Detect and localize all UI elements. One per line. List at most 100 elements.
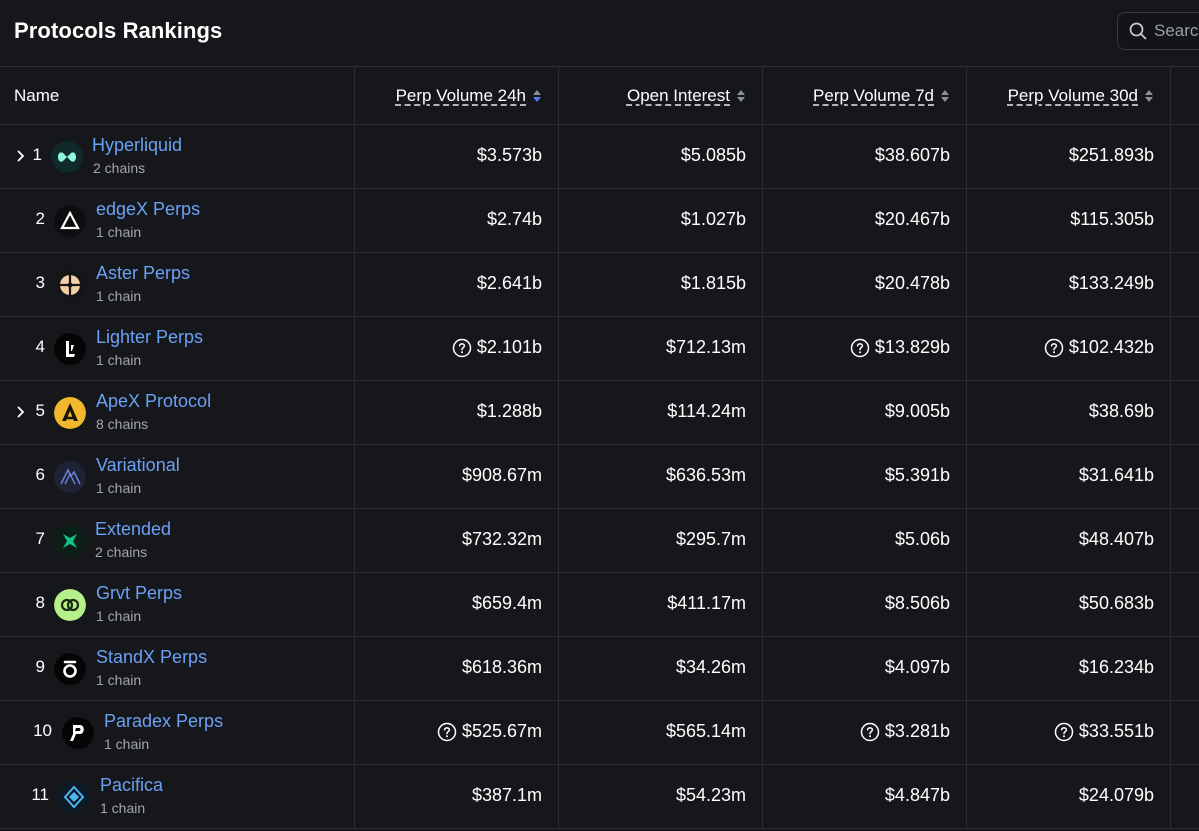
perp-volume-24h-cell: $2.641b	[355, 253, 559, 316]
sort-icon[interactable]	[1144, 88, 1154, 104]
chain-count: 1 chain	[100, 800, 146, 816]
perp-volume-7d-cell: $4.097b	[763, 637, 967, 700]
name-cell: 11 Pacifica 1 chain	[0, 765, 355, 828]
page-title: Protocols Rankings	[14, 18, 223, 43]
protocol-name-link[interactable]: Lighter Perps	[96, 327, 204, 347]
header-open-interest[interactable]: Open Interest	[626, 86, 730, 105]
table-row[interactable]: 7 Extended 2 chains $732.32m $295.7m $5.…	[0, 509, 1199, 573]
protocol-name-link[interactable]: ApeX Protocol	[96, 391, 212, 411]
paradex-logo-icon	[62, 717, 94, 749]
perp-volume-7d-cell: $13.829b	[763, 317, 967, 380]
header-perp-volume-30d[interactable]: Perp Volume 30d	[1007, 86, 1138, 105]
sort-active-icon[interactable]	[532, 88, 542, 104]
name-cell: 1 Hyperliquid 2 chains	[0, 125, 355, 188]
name-cell: 8 Grvt Perps 1 chain	[0, 573, 355, 636]
name-cell: 3 Aster Perps 1 chain	[0, 253, 355, 316]
table-row[interactable]: 9 StandX Perps 1 chain $618.36m $34.26m …	[0, 637, 1199, 701]
rank: 5	[35, 401, 45, 420]
table-row[interactable]: 6 Variational 1 chain $908.67m $636.53m …	[0, 445, 1199, 509]
perp-volume-7d-cell: $5.391b	[763, 445, 967, 508]
table-row[interactable]: 10 Paradex Perps 1 chain $525.67m $565.1…	[0, 701, 1199, 765]
open-interest-cell: $636.53m	[559, 445, 763, 508]
rank: 4	[35, 337, 45, 356]
protocol-name-link[interactable]: edgeX Perps	[96, 199, 201, 219]
chain-count: 1 chain	[96, 672, 142, 688]
perp-volume-7d-value: $4.097b	[884, 657, 950, 677]
perp-volume-30d-cell: $16.234b	[967, 637, 1171, 700]
perp-volume-30d-cell: $50.683b	[967, 573, 1171, 636]
perp-volume-24h-value: $3.573b	[476, 145, 542, 165]
aster-logo-icon	[54, 269, 86, 301]
protocol-name-link[interactable]: StandX Perps	[96, 647, 208, 667]
protocol-name-link[interactable]: Pacifica	[100, 775, 164, 795]
open-interest-value: $54.23m	[675, 785, 746, 805]
header-perp-volume-7d-cell[interactable]: Perp Volume 7d	[763, 67, 967, 124]
chain-count: 1 chain	[96, 352, 142, 368]
open-interest-cell: $1.027b	[559, 189, 763, 252]
search-icon	[1129, 22, 1147, 40]
perp-volume-30d-cell: $251.893b	[967, 125, 1171, 188]
table-row[interactable]: 8 Grvt Perps 1 chain $659.4m $411.17m $8…	[0, 573, 1199, 637]
table-row[interactable]: 2 edgeX Perps 1 chain $2.74b $1.027b $20…	[0, 189, 1199, 253]
question-circle-icon[interactable]	[1054, 722, 1074, 742]
perp-volume-7d-value: $8.506b	[884, 593, 950, 613]
perp-volume-7d-value: $5.06b	[894, 529, 950, 549]
perp-volume-7d-cell: $9.005b	[763, 381, 967, 444]
open-interest-value: $636.53m	[665, 465, 746, 485]
question-circle-icon[interactable]	[452, 338, 472, 358]
protocol-name-link[interactable]: Paradex Perps	[104, 711, 224, 731]
sort-icon[interactable]	[940, 88, 950, 104]
table-row[interactable]: 3 Aster Perps 1 chain $2.641b $1.815b $2…	[0, 253, 1199, 317]
open-interest-value: $34.26m	[675, 657, 746, 677]
open-interest-cell: $712.13m	[559, 317, 763, 380]
perp-volume-30d-value: $24.079b	[1078, 785, 1154, 805]
table-row[interactable]: 1 Hyperliquid 2 chains $3.573b $5.085b $…	[0, 125, 1199, 189]
perp-volume-7d-cell: $38.607b	[763, 125, 967, 188]
header-perp-volume-24h[interactable]: Perp Volume 24h	[395, 86, 526, 105]
header-perp-volume-24h-cell[interactable]: Perp Volume 24h	[355, 67, 559, 124]
header-perp-volume-7d[interactable]: Perp Volume 7d	[813, 86, 934, 105]
question-circle-icon[interactable]	[850, 338, 870, 358]
table-row[interactable]: 5 ApeX Protocol 8 chains $1.288b $114.24…	[0, 381, 1199, 445]
protocol-name-link[interactable]: Grvt Perps	[96, 583, 183, 603]
perp-volume-7d-cell: $20.478b	[763, 253, 967, 316]
header-name-cell: Name	[0, 67, 355, 124]
protocol-name-link[interactable]: Extended	[95, 519, 172, 539]
open-interest-value: $1.815b	[680, 273, 746, 293]
sort-icon[interactable]	[736, 88, 746, 104]
hyperliquid-logo-icon	[51, 141, 83, 173]
header-open-interest-cell[interactable]: Open Interest	[559, 67, 763, 124]
open-interest-cell: $295.7m	[559, 509, 763, 572]
question-circle-icon[interactable]	[437, 722, 457, 742]
rankings-table: Name Perp Volume 24h Open Interest Perp …	[0, 66, 1199, 829]
perp-volume-30d-value: $33.551b	[1078, 721, 1154, 741]
table-row[interactable]: 4 Lighter Perps 1 chain $2.101b $712.13m…	[0, 317, 1199, 381]
chain-count: 2 chains	[93, 160, 146, 176]
perp-volume-30d-cell: $33.551b	[967, 701, 1171, 764]
protocol-name-link[interactable]: Hyperliquid	[92, 135, 183, 155]
open-interest-value: $1.027b	[680, 209, 746, 229]
search-box[interactable]	[1117, 12, 1199, 50]
chevron-right-icon[interactable]	[14, 405, 28, 419]
protocol-name-link[interactable]: Variational	[96, 455, 180, 475]
perp-volume-30d-cell: $38.69b	[967, 381, 1171, 444]
rank: 6	[35, 465, 45, 484]
perp-volume-7d-value: $9.005b	[884, 401, 950, 421]
protocol-name-link[interactable]: Aster Perps	[96, 263, 191, 283]
chain-count: 1 chain	[96, 288, 142, 304]
chevron-right-icon[interactable]	[14, 149, 28, 163]
search-input[interactable]	[1154, 21, 1199, 41]
table-header: Name Perp Volume 24h Open Interest Perp …	[0, 67, 1199, 125]
grvt-logo-icon	[54, 589, 86, 621]
perp-volume-24h-value: $2.74b	[486, 209, 542, 229]
header-perp-volume-30d-cell[interactable]: Perp Volume 30d	[967, 67, 1171, 124]
perp-volume-7d-cell: $5.06b	[763, 509, 967, 572]
edgex-logo-icon	[54, 205, 86, 237]
question-circle-icon[interactable]	[1044, 338, 1064, 358]
perp-volume-7d-value: $13.829b	[874, 337, 950, 357]
open-interest-cell: $114.24m	[559, 381, 763, 444]
question-circle-icon[interactable]	[860, 722, 880, 742]
table-row[interactable]: 11 Pacifica 1 chain $387.1m $54.23m $4.8…	[0, 765, 1199, 829]
open-interest-value: $411.17m	[667, 593, 746, 613]
